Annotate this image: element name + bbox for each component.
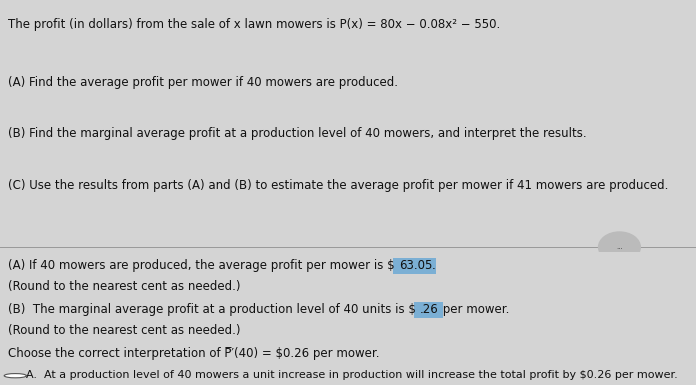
Text: Choose the correct interpretation of P̅′(40) = $0.26 per mower.: Choose the correct interpretation of P̅′…	[8, 347, 380, 360]
Text: (B) Find the marginal average profit at a production level of 40 mowers, and int: (B) Find the marginal average profit at …	[8, 127, 587, 141]
Text: (Round to the nearest cent as needed.): (Round to the nearest cent as needed.)	[8, 324, 241, 337]
Text: (B)  The marginal average profit at a production level of 40 units is $: (B) The marginal average profit at a pro…	[8, 303, 420, 316]
Text: per mower.: per mower.	[438, 303, 509, 316]
FancyBboxPatch shape	[414, 302, 443, 318]
Text: ...: ...	[616, 244, 623, 250]
FancyBboxPatch shape	[393, 258, 436, 274]
Text: (Round to the nearest cent as needed.): (Round to the nearest cent as needed.)	[8, 280, 241, 293]
Text: 63.05: 63.05	[399, 259, 432, 272]
Text: (A) Find the average profit per mower if 40 mowers are produced.: (A) Find the average profit per mower if…	[8, 76, 398, 89]
Text: (C) Use the results from parts (A) and (B) to estimate the average profit per mo: (C) Use the results from parts (A) and (…	[8, 179, 669, 192]
Ellipse shape	[599, 232, 640, 262]
Text: .: .	[432, 259, 436, 272]
Text: .26: .26	[420, 303, 438, 316]
Circle shape	[4, 373, 26, 378]
Text: (A) If 40 mowers are produced, the average profit per mower is $: (A) If 40 mowers are produced, the avera…	[8, 259, 399, 272]
Text: The profit (in dollars) from the sale of x lawn mowers is P(x) = 80x − 0.08x² − : The profit (in dollars) from the sale of…	[8, 18, 500, 31]
Text: A.  At a production level of 40 mowers a unit increase in production will increa: A. At a production level of 40 mowers a …	[26, 370, 678, 380]
